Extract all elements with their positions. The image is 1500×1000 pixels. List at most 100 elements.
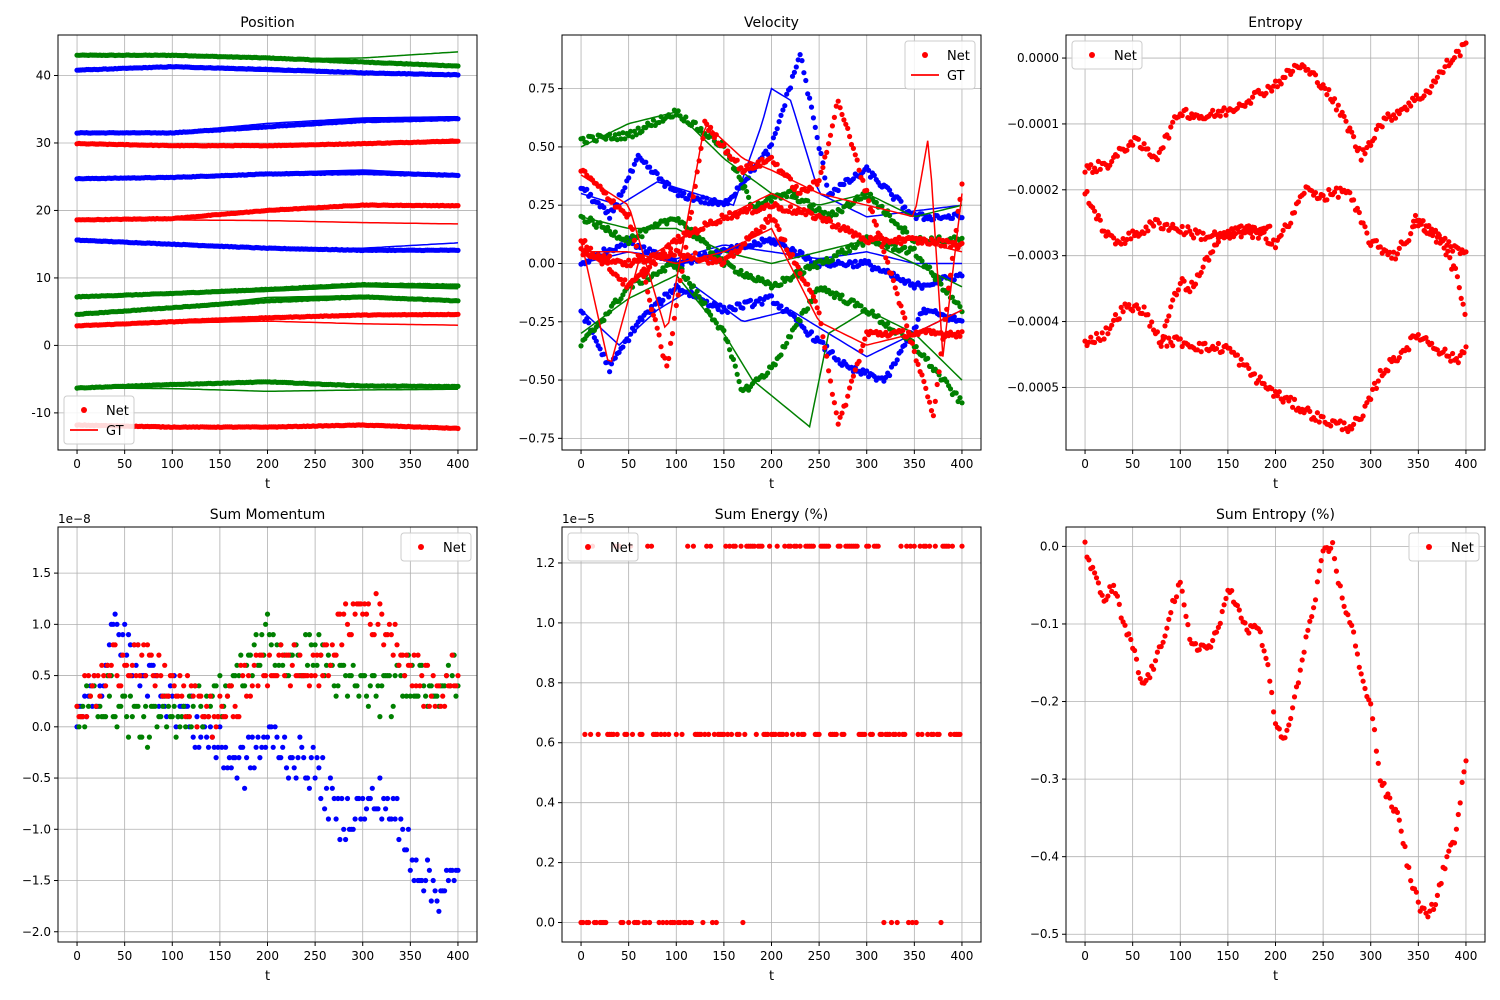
entropy-point: [1335, 102, 1341, 108]
velocity-net-point: [867, 262, 874, 268]
velocity-net-point: [603, 190, 609, 196]
entropy-point: [1339, 109, 1345, 115]
velocity-net-point: [643, 159, 649, 165]
entropy-point: [1280, 399, 1286, 405]
velocity-net-point: [677, 277, 683, 284]
velocity-net-point: [618, 192, 624, 198]
y-tick-label: −0.25: [518, 315, 555, 329]
velocity-net-point: [808, 210, 815, 216]
entropy-point: [1364, 230, 1370, 236]
velocity-net-point: [662, 251, 668, 257]
entropy-grid: [1066, 35, 1485, 450]
velocity-net-point: [847, 133, 853, 140]
entropy-point: [1368, 396, 1374, 402]
entropy-point: [1341, 420, 1347, 426]
entropy-point: [1124, 147, 1130, 153]
velocity-net-point: [628, 128, 634, 134]
velocity-net-point: [873, 199, 879, 206]
velocity-net-point: [831, 400, 838, 406]
velocity-net-point: [833, 212, 839, 218]
velocity-net-point: [816, 310, 822, 316]
velocity-net-point: [822, 154, 828, 160]
entropy-point: [1358, 157, 1364, 163]
velocity-net-point: [797, 270, 803, 277]
velocity-net-point: [909, 340, 916, 346]
velocity-net-point: [765, 151, 771, 157]
velocity-net-point: [647, 246, 653, 252]
velocity-net-point: [607, 215, 613, 221]
entropy-point: [1331, 189, 1338, 195]
entropy-point: [1221, 105, 1227, 111]
entropy-point: [1371, 380, 1378, 386]
entropy-point: [1429, 340, 1435, 346]
velocity-net-point: [721, 260, 727, 266]
velocity-net-point: [795, 264, 801, 270]
velocity-net-point: [732, 191, 738, 197]
entropy-point: [1236, 362, 1242, 368]
velocity-net-point: [586, 320, 592, 326]
velocity-net-point: [696, 158, 702, 164]
entropy-point: [1326, 87, 1332, 93]
entropy-point: [1368, 242, 1374, 248]
velocity-net-point: [873, 222, 879, 228]
velocity-net-point: [688, 209, 695, 215]
y-tick-label: 0.00: [528, 256, 555, 270]
velocity-net-point: [959, 318, 965, 324]
velocity-net-point: [850, 373, 857, 379]
velocity-net-point: [839, 292, 845, 298]
velocity-net-point: [626, 257, 632, 263]
velocity-net-point: [822, 344, 828, 351]
entropy-point: [1290, 404, 1296, 410]
entropy-point: [1377, 367, 1383, 374]
entropy-point: [1215, 340, 1221, 347]
velocity-net-point: [805, 281, 811, 287]
x-tick-label: 150: [712, 457, 735, 471]
entropy-point: [1217, 113, 1223, 119]
velocity-net-point: [833, 410, 839, 416]
entropy-point: [1392, 115, 1399, 121]
entropy-point: [1154, 329, 1160, 335]
velocity-net-point: [662, 183, 668, 189]
velocity-net-point: [843, 121, 849, 127]
velocity-net-point: [658, 344, 664, 350]
x-tick-label: 150: [208, 457, 231, 471]
velocity-net-point: [593, 138, 599, 144]
velocity-net-point: [902, 204, 908, 210]
x-tick-label: 400: [447, 457, 470, 471]
entropy-point: [1099, 330, 1105, 336]
y-tick-label: 10: [36, 271, 51, 285]
velocity-net-point: [626, 338, 632, 344]
velocity-net-point: [822, 175, 828, 181]
velocity-net-point: [633, 243, 639, 249]
velocity-net-point: [923, 385, 929, 391]
entropy-point: [1116, 316, 1122, 322]
velocity-net-point: [662, 268, 668, 274]
entropy-point: [1446, 239, 1452, 245]
velocity-net-point: [930, 413, 937, 419]
x-tick-label: 300: [855, 457, 878, 471]
entropy-point: [1192, 281, 1199, 287]
entropy-point: [1455, 48, 1461, 55]
velocity-net-point: [831, 294, 838, 301]
velocity-net-point: [841, 181, 847, 188]
velocity-net-point: [643, 125, 649, 131]
entropy-point: [1177, 336, 1183, 342]
velocity-net-point: [883, 329, 889, 335]
velocity-net-point: [953, 390, 959, 396]
entropy-point: [1276, 389, 1282, 395]
entropy-point: [1269, 241, 1275, 247]
velocity-net-point: [927, 399, 933, 405]
velocity-net-point: [904, 323, 910, 329]
velocity-net-point: [947, 244, 954, 250]
velocity-net-point: [812, 298, 818, 304]
entropy-point: [1392, 256, 1399, 262]
velocity-net-point: [589, 217, 596, 223]
entropy-point: [1272, 389, 1279, 395]
velocity-net-point: [738, 165, 744, 171]
entropy-point: [1312, 72, 1319, 78]
velocity-net-point: [727, 210, 733, 216]
entropy-point: [1156, 220, 1162, 226]
velocity-net-point: [704, 195, 710, 201]
velocity-net-point: [850, 264, 857, 270]
velocity-net-point: [898, 225, 904, 231]
